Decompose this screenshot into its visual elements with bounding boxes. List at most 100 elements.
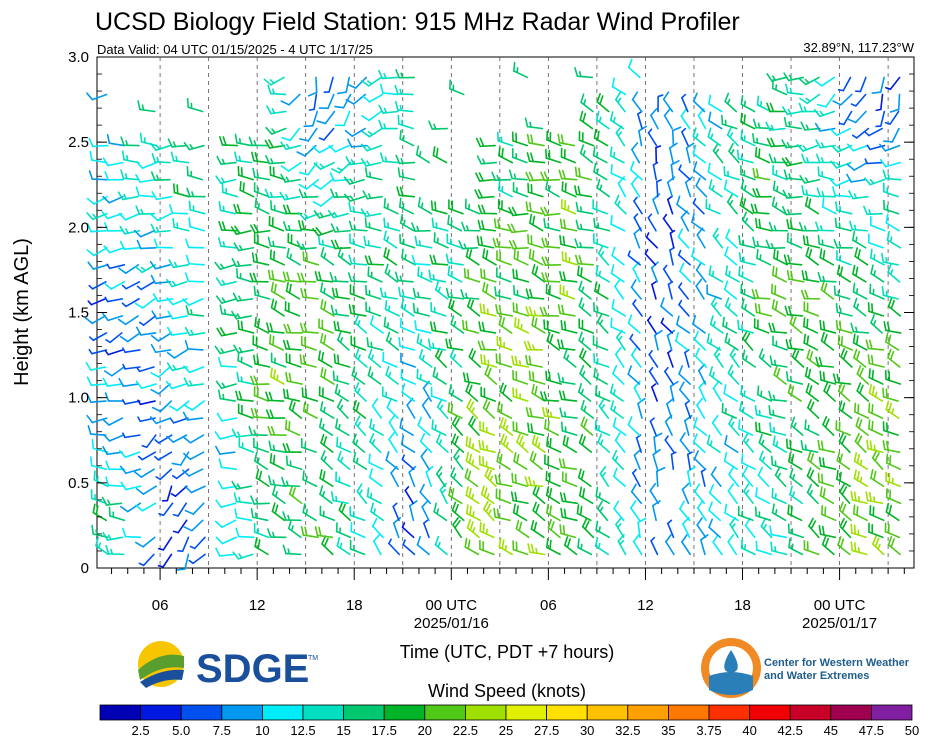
wind-barb	[786, 218, 805, 232]
wind-barb	[252, 335, 268, 351]
y-axis: 0 0.5 1.0 1.5 2.0 2.5 3.0	[68, 49, 914, 577]
wind-barb	[154, 451, 173, 461]
wind-barb	[785, 371, 804, 385]
wind-barb	[525, 354, 543, 368]
wind-barb	[560, 421, 578, 436]
wind-barb	[712, 227, 724, 249]
wind-barb	[102, 446, 123, 456]
wind-barb	[320, 401, 335, 419]
wind-barb	[850, 322, 870, 334]
wind-barb	[545, 179, 560, 198]
wind-barb	[478, 321, 497, 334]
wind-barb	[465, 485, 480, 505]
wind-barb	[868, 419, 884, 436]
wind-barb	[815, 356, 835, 368]
wind-barb	[676, 195, 690, 215]
wind-barb	[774, 466, 787, 488]
wind-barb	[545, 470, 561, 488]
wind-barb	[666, 195, 674, 215]
wind-barb	[314, 270, 334, 283]
wind-barb	[651, 383, 658, 402]
wind-barb	[360, 76, 382, 87]
wind-barb	[546, 331, 560, 351]
wind-barb	[118, 449, 141, 459]
wind-barb	[869, 283, 885, 300]
wind-barb	[742, 466, 754, 488]
wind-barb	[280, 141, 302, 151]
wind-barb	[317, 234, 335, 249]
wind-barb	[475, 137, 496, 148]
wind-barb	[750, 203, 770, 215]
wind-barb	[781, 205, 802, 216]
wind-barb	[807, 450, 821, 471]
wind-barb	[630, 500, 641, 522]
wind-barb	[365, 301, 382, 317]
wind-barb	[400, 352, 416, 368]
wind-barb	[660, 317, 674, 334]
wind-barb	[559, 407, 578, 419]
wind-barb	[599, 465, 610, 488]
wind-barb	[385, 331, 400, 351]
wind-barb	[528, 248, 544, 266]
wind-barb	[512, 369, 529, 385]
wind-barb	[574, 238, 594, 249]
wind-barb	[335, 471, 351, 488]
wind-barb	[578, 347, 592, 368]
wind-barb	[343, 176, 365, 185]
wind-barb	[723, 179, 739, 198]
wind-barb	[215, 380, 237, 390]
wind-barb	[513, 452, 528, 471]
wind-barb	[280, 161, 302, 172]
wind-barb	[465, 436, 481, 453]
wind-barb	[307, 76, 318, 97]
wind-barb	[684, 176, 694, 198]
wind-barb	[648, 366, 659, 385]
wind-barb	[430, 301, 447, 317]
wind-barb	[883, 199, 900, 215]
wind-barb	[497, 180, 513, 198]
wind-barb	[433, 232, 449, 249]
wind-barb	[528, 370, 546, 385]
wind-barb	[284, 419, 301, 436]
wind-barb	[593, 233, 609, 249]
wind-barb	[215, 499, 237, 508]
wind-barb	[885, 76, 901, 91]
wind-barb	[721, 402, 737, 419]
x-tick-label: 12	[637, 597, 654, 614]
wind-barb	[696, 397, 706, 419]
wind-barb	[800, 289, 821, 300]
wind-barb	[383, 247, 398, 266]
wind-barb	[281, 127, 301, 142]
wind-barb	[496, 250, 512, 266]
colorbar-swatch	[180, 704, 223, 721]
wind-barb	[182, 298, 204, 306]
wind-barb	[512, 302, 529, 317]
wind-barb	[157, 536, 173, 551]
wind-barb	[254, 316, 270, 334]
wind-barb	[579, 110, 594, 130]
wind-barb	[477, 340, 497, 351]
wind-barb	[251, 151, 270, 164]
wind-barb	[856, 365, 870, 385]
wind-barb	[667, 519, 675, 539]
wind-barb	[800, 439, 819, 453]
wind-barb	[696, 517, 707, 539]
wind-barb	[432, 146, 448, 164]
wind-barb	[268, 215, 285, 232]
wind-barb	[451, 433, 465, 453]
wind-barb	[477, 204, 498, 215]
wind-barb	[235, 390, 254, 402]
wind-barb	[852, 333, 868, 351]
wind-barb	[741, 349, 757, 368]
wind-barb	[344, 193, 366, 202]
y-tick-label: 0.5	[68, 475, 89, 492]
wind-barb	[852, 282, 868, 300]
wind-barb	[838, 400, 853, 419]
wind-barb	[752, 236, 771, 249]
wind-barb	[165, 380, 187, 390]
wind-barb	[805, 246, 819, 266]
wind-barb	[370, 502, 384, 522]
wind-barb	[539, 306, 560, 317]
wind-barb	[706, 284, 723, 300]
wind-barb	[708, 484, 722, 505]
